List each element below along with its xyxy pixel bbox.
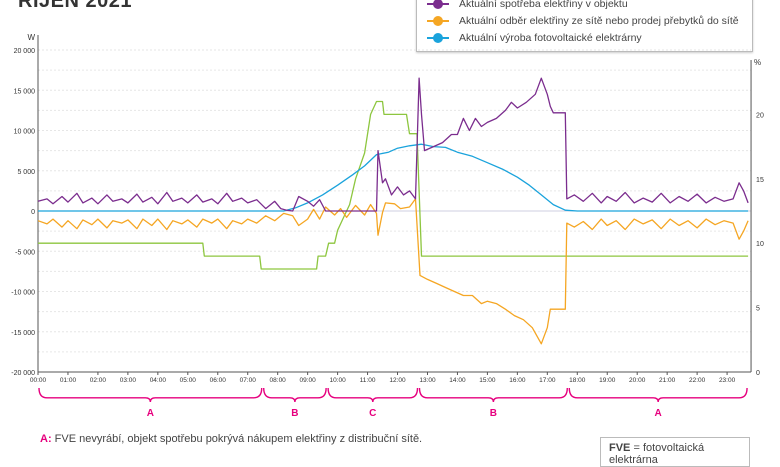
x-tick-label: 11:00 [360,377,376,384]
chart-plot: W% 20 000 15 000 10 000 5 000 0 -5 000 -10 000 -… [11,33,764,419]
x-tick-label: 07:00 [240,377,257,384]
annotation-label: B [291,408,298,419]
x-tick-label: 09:00 [299,377,316,384]
x-tick-label: 22:00 [689,377,706,384]
legend-item-grid: Aktuální odběr elektřiny ze sítě nebo pr… [427,13,739,29]
annotation-label: B [490,408,497,419]
annotation-brace [568,387,748,403]
x-tick-label: 19:00 [599,377,616,384]
x-tick-label: 06:00 [210,377,227,384]
note-key: A: [40,433,52,445]
note-a: A: FVE nevyrábí, objekt spotřebu pokrývá… [40,433,422,445]
x-tick-label: 03:00 [120,377,137,384]
y-axis-right-label: % [754,58,761,67]
y-tick-label: 15 000 [14,88,36,95]
y-tick-label: -5 000 [15,249,35,256]
legend-item-pv: Aktuální výroba fotovoltaické elektrárny [427,30,642,46]
y-tick-label: -15 000 [11,330,35,337]
x-tick-label: 13:00 [419,377,436,384]
y-tick-label: 20 000 [14,48,36,55]
x-tick-label: 04:00 [150,377,167,384]
y-tick-label: 0 [31,209,35,216]
series-line-3 [38,100,749,270]
x-tick-label: 01:00 [60,377,77,384]
annotation-label: A [147,408,154,419]
x-tick-label: 10:00 [329,377,346,384]
legend-label: Aktuální spotřeba elektřiny v objektu [459,0,628,10]
series-line-2 [38,143,749,212]
x-tick-label: 20:00 [629,377,646,384]
annotation-brace [418,387,568,403]
series-line-0 [37,77,749,212]
y-tick-label: 5 000 [17,169,35,176]
annotation-brace [263,387,327,403]
annotation-brace [38,387,263,403]
x-tick-label: 08:00 [270,377,287,384]
fve-definition-box: FVE = fotovoltaická elektrárna [600,437,750,467]
note-text: FVE nevyrábí, objekt spotřebu pokrývá ná… [51,433,423,445]
y-axis-label: W [27,33,35,42]
x-tick-label: 14:00 [449,377,466,384]
legend-item-consumption: Aktuální spotřeba elektřiny v objektu [427,0,628,12]
series-line-1 [37,198,749,345]
chart-title: ŘÍJEN 2021 [18,0,132,12]
x-tick-label: 23:00 [719,377,736,384]
x-tick-label: 12:00 [389,377,406,384]
x-tick-label: 21:00 [659,377,676,384]
y-tick-label: 10 000 [14,129,36,136]
x-tick-label: 02:00 [90,377,107,384]
y-right-tick-label: 20 [756,112,764,119]
x-tick-label: 18:00 [569,377,586,384]
legend-marker-icon [427,0,449,9]
fve-key: FVE [609,442,631,454]
x-tick-label: 00:00 [30,377,47,384]
x-tick-label: 16:00 [509,377,526,384]
x-tick-label: 17:00 [539,377,556,384]
annotation-label: A [655,408,662,419]
y-right-tick-label: 10 [756,241,764,248]
annotation-brace [327,387,419,403]
legend-marker-icon [427,16,449,26]
y-right-tick-label: 0 [756,370,760,377]
legend-label: Aktuální odběr elektřiny ze sítě nebo pr… [459,15,739,27]
y-right-tick-label: 5 [756,306,760,313]
y-tick-label: -10 000 [11,290,35,297]
y-right-tick-label: 15 [756,177,764,184]
legend: Aktuální spotřeba elektřiny v objektu Ak… [416,0,753,52]
annotation-label: C [369,408,376,419]
y-tick-label: -20 000 [11,370,35,377]
x-tick-label: 05:00 [180,377,197,384]
legend-label: Aktuální výroba fotovoltaické elektrárny [459,32,642,44]
x-tick-label: 15:00 [479,377,496,384]
legend-marker-icon [427,33,449,43]
